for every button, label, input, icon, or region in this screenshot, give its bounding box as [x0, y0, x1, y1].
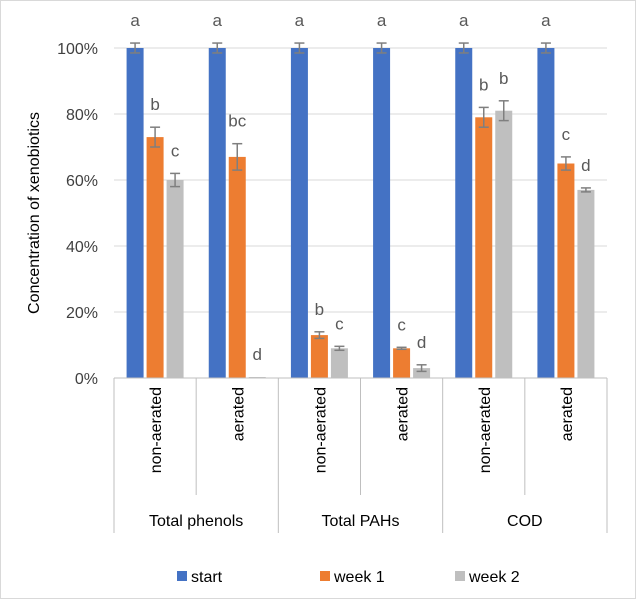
significance-label: d [417, 333, 426, 352]
significance-label: c [562, 125, 571, 144]
y-tick-label: 20% [66, 305, 98, 322]
bar-week-1 [310, 335, 328, 378]
legend-swatch-start [177, 571, 187, 581]
y-tick-label: 80% [66, 107, 98, 124]
significance-label: a [377, 11, 387, 30]
significance-label: c [397, 315, 406, 334]
bar-start [537, 48, 555, 378]
significance-label: c [335, 314, 344, 333]
significance-label: a [295, 11, 305, 30]
significance-label: b [315, 300, 324, 319]
legend-swatch-week-2 [455, 571, 465, 581]
significance-label: a [459, 11, 469, 30]
group-label: Total phenols [149, 513, 243, 530]
bar-week-1 [228, 156, 246, 378]
significance-label: a [213, 11, 223, 30]
bar-start [455, 48, 473, 378]
group-label: COD [507, 513, 543, 530]
bar-week-2 [577, 189, 595, 378]
legend-label: week 1 [333, 569, 385, 586]
bar-week-2 [166, 180, 184, 378]
bar-week-2 [495, 110, 513, 378]
category-label: aerated [395, 387, 412, 441]
significance-label: a [130, 11, 140, 30]
y-axis-title: Concentration of xenobiotics [26, 112, 43, 314]
bar-week-2 [330, 348, 348, 378]
y-tick-label: 0% [75, 371, 98, 388]
category-label: non-aerated [312, 387, 329, 473]
bar-week-1 [475, 117, 493, 379]
significance-label: c [171, 141, 180, 160]
significance-label: d [581, 156, 590, 175]
legend-swatch-week-1 [320, 571, 330, 581]
significance-label: d [253, 345, 262, 364]
bar-start [290, 48, 308, 378]
bar-start [373, 48, 391, 378]
bar-week-2 [413, 368, 431, 378]
bar-week-1 [557, 163, 575, 378]
bar-start [208, 48, 226, 378]
bar-week-1 [146, 137, 164, 378]
significance-label: b [499, 69, 508, 88]
significance-label: bc [228, 112, 246, 131]
category-label: non-aerated [477, 387, 494, 473]
bar-week-1 [393, 348, 411, 378]
bar-start [126, 48, 144, 378]
legend-label: start [191, 569, 223, 586]
y-tick-label: 60% [66, 173, 98, 190]
category-label: aerated [559, 387, 576, 441]
significance-label: a [541, 11, 551, 30]
category-label: non-aerated [148, 387, 165, 473]
y-tick-label: 40% [66, 239, 98, 256]
category-label: aerated [230, 387, 247, 441]
legend-label: week 2 [468, 569, 520, 586]
y-tick-label: 100% [57, 41, 98, 58]
group-label: Total PAHs [322, 513, 400, 530]
significance-label: b [479, 75, 488, 94]
significance-label: b [150, 95, 159, 114]
